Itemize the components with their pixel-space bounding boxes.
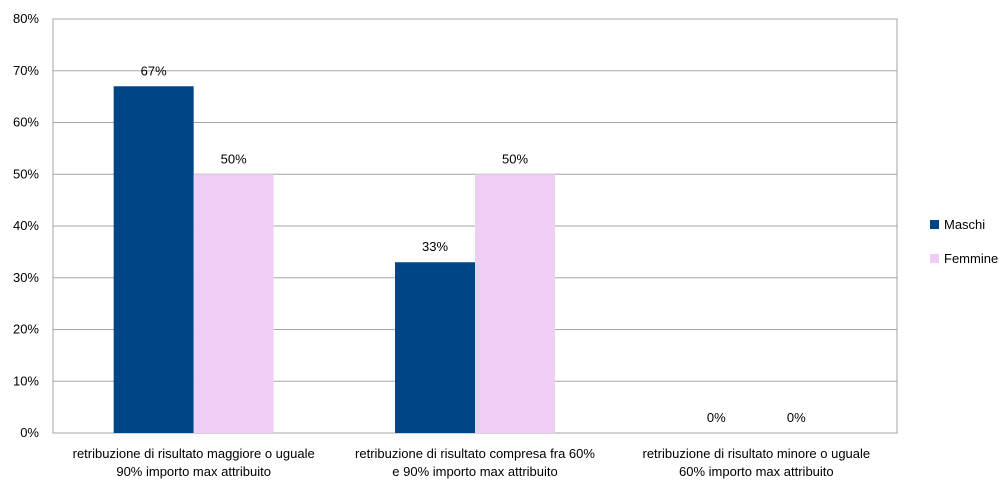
legend-label: Femmine <box>944 251 998 266</box>
data-label: 50% <box>502 151 528 166</box>
data-label: 0% <box>787 410 806 425</box>
data-label: 33% <box>422 239 448 254</box>
bar <box>113 86 194 434</box>
data-label: 0% <box>707 410 726 425</box>
x-tick-label: retribuzione di risultato maggiore o ugu… <box>73 446 315 461</box>
legend-swatch <box>930 220 939 229</box>
x-tick-label: retribuzione di risultato compresa fra 6… <box>355 446 595 461</box>
bar <box>193 174 274 433</box>
y-tick-label: 30% <box>13 270 39 285</box>
bar <box>395 262 475 433</box>
y-tick-label: 20% <box>13 322 39 337</box>
y-tick-label: 10% <box>13 373 39 388</box>
y-tick-label: 60% <box>13 115 39 130</box>
x-tick-label: e 90% importo max attribuito <box>392 464 557 479</box>
y-tick-label: 70% <box>13 63 39 78</box>
legend-label: Maschi <box>944 217 985 232</box>
data-label: 67% <box>141 63 167 78</box>
data-label: 50% <box>221 151 247 166</box>
y-tick-label: 40% <box>13 218 39 233</box>
x-tick-label: retribuzione di risultato minore o ugual… <box>643 446 871 461</box>
x-tick-label: 60% importo max attribuito <box>679 464 834 479</box>
y-tick-label: 0% <box>20 425 39 440</box>
x-tick-label: 90% importo max attribuito <box>116 464 271 479</box>
legend-swatch <box>930 254 939 263</box>
y-tick-label: 50% <box>13 166 39 181</box>
bar <box>475 174 555 433</box>
y-tick-label: 80% <box>13 11 39 26</box>
